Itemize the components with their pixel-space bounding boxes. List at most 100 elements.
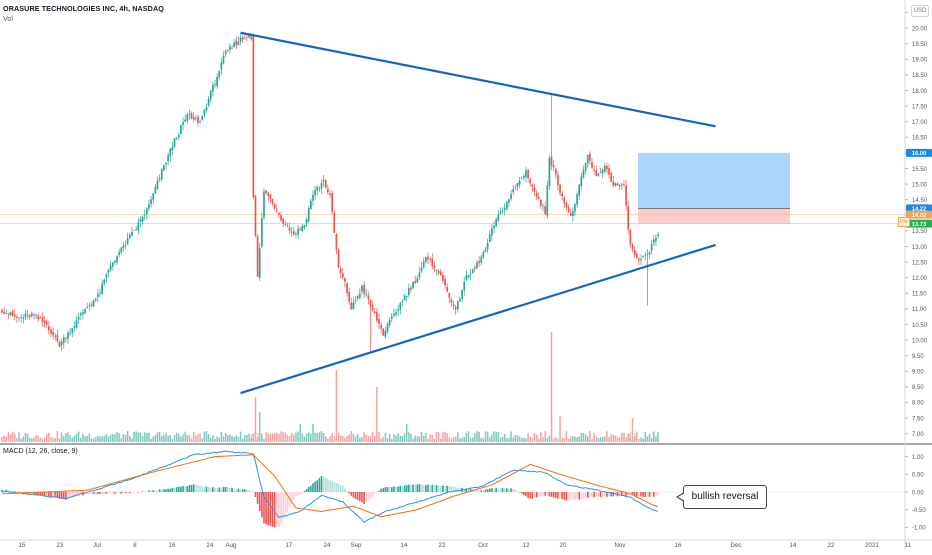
- macd-histogram-bar: [427, 484, 429, 492]
- volume-bar: [363, 432, 365, 442]
- macd-histogram-bar: [290, 492, 293, 505]
- macd-histogram-bar: [597, 492, 600, 497]
- macd-histogram-bar: [380, 488, 382, 492]
- macd-histogram-bar: [133, 492, 135, 493]
- macd-histogram-bar: [252, 491, 255, 492]
- volume-bar: [209, 438, 212, 442]
- macd-histogram-bar: [408, 484, 410, 492]
- macd-histogram-bar: [45, 492, 48, 497]
- time-tick-label: Jul: [93, 542, 101, 549]
- candle-body: [329, 193, 331, 196]
- candle-body: [469, 273, 472, 275]
- macd-histogram-bar: [478, 490, 480, 492]
- macd-histogram-bar: [327, 479, 329, 492]
- candle-body: [427, 256, 429, 260]
- volume-bar: [657, 431, 659, 442]
- candle-body: [550, 156, 553, 166]
- macd-histogram-bar: [69, 492, 71, 499]
- volume-bar: [273, 432, 276, 442]
- macd-histogram-bar: [365, 492, 368, 502]
- candle-body: [212, 84, 214, 92]
- price-tick-label: 9.00: [912, 370, 924, 376]
- candle-body: [318, 187, 321, 189]
- price-tick-label: 11.00: [912, 307, 927, 313]
- volume-bar: [310, 433, 312, 442]
- volume-bar: [374, 435, 376, 442]
- macd-histogram-bar: [331, 480, 333, 492]
- macd-histogram-bar: [284, 492, 287, 517]
- price-tick-label: 7.50: [912, 416, 924, 422]
- macd-histogram-bar: [439, 486, 442, 492]
- volume-bar: [169, 435, 172, 442]
- macd-histogram-bar: [312, 483, 314, 492]
- price-tick-label: 15.00: [912, 182, 928, 188]
- candle-body: [512, 189, 515, 193]
- macd-histogram-bar: [171, 487, 174, 492]
- candle-body: [216, 76, 218, 87]
- candle-body: [484, 249, 487, 252]
- macd-histogram-bar: [324, 477, 327, 492]
- volume-bar: [610, 434, 612, 442]
- price-tick-label: 11.50: [912, 292, 927, 298]
- candle-body: [463, 281, 466, 291]
- candle-body: [7, 313, 10, 315]
- volume-bar: [523, 438, 525, 442]
- volume-bar: [84, 436, 86, 442]
- candle-body: [107, 269, 110, 273]
- candle-body: [363, 284, 365, 294]
- macd-histogram-bar: [209, 487, 212, 492]
- volume-bar: [246, 435, 248, 442]
- macd-histogram-bar: [297, 492, 299, 496]
- price-tick-label: 8.50: [912, 385, 924, 391]
- candle-body: [169, 148, 172, 157]
- macd-histogram-bar: [595, 492, 598, 497]
- macd-histogram-bar: [491, 488, 493, 492]
- candle-body: [180, 125, 182, 134]
- volume-bar: [1, 436, 3, 442]
- candle-body: [610, 172, 613, 182]
- macd-histogram-bar: [288, 492, 291, 508]
- volume-bar: [576, 437, 578, 442]
- candle-body: [495, 219, 498, 227]
- volume-bar: [442, 432, 444, 442]
- volume-bar: [606, 431, 608, 442]
- currency-button[interactable]: USD: [911, 5, 929, 17]
- macd-histogram-bar: [397, 486, 399, 492]
- macd-histogram-bar: [546, 492, 549, 496]
- volume-bar: [552, 438, 555, 442]
- volume-bar: [542, 437, 544, 442]
- candle-body: [280, 215, 282, 221]
- macd-histogram-bar: [644, 492, 647, 498]
- time-tick-label: Dec: [730, 542, 741, 549]
- volume-bar: [146, 432, 148, 442]
- volume-bar: [559, 416, 561, 442]
- macd-histogram-bar: [220, 487, 223, 492]
- candle-body: [239, 37, 242, 42]
- macd-histogram-bar: [282, 492, 284, 520]
- macd-histogram-bar: [361, 492, 363, 503]
- volume-bar: [286, 434, 289, 442]
- volume-bar: [516, 435, 519, 442]
- candle-body: [139, 219, 142, 222]
- macd-histogram-bar: [275, 492, 278, 528]
- time-tick-label: Oct: [478, 542, 488, 549]
- volume-bar: [184, 431, 186, 442]
- candle-body: [422, 261, 425, 268]
- volume-bar: [608, 436, 610, 442]
- candle-body: [559, 184, 561, 194]
- volume-bar: [348, 434, 350, 442]
- volume-bar: [631, 418, 634, 442]
- volume-bar: [410, 433, 412, 442]
- candle-body: [341, 273, 344, 278]
- volume-bar: [137, 432, 140, 442]
- volume-bar: [514, 435, 517, 442]
- macd-histogram-bar: [109, 492, 112, 494]
- macd-histogram-bar: [56, 492, 59, 498]
- volume-bar: [80, 437, 82, 442]
- candle-body: [267, 192, 270, 196]
- time-tick-label: 14: [790, 542, 797, 549]
- volume-bar: [601, 437, 604, 442]
- volume-bar: [152, 436, 154, 442]
- macd-histogram-bar: [278, 492, 280, 528]
